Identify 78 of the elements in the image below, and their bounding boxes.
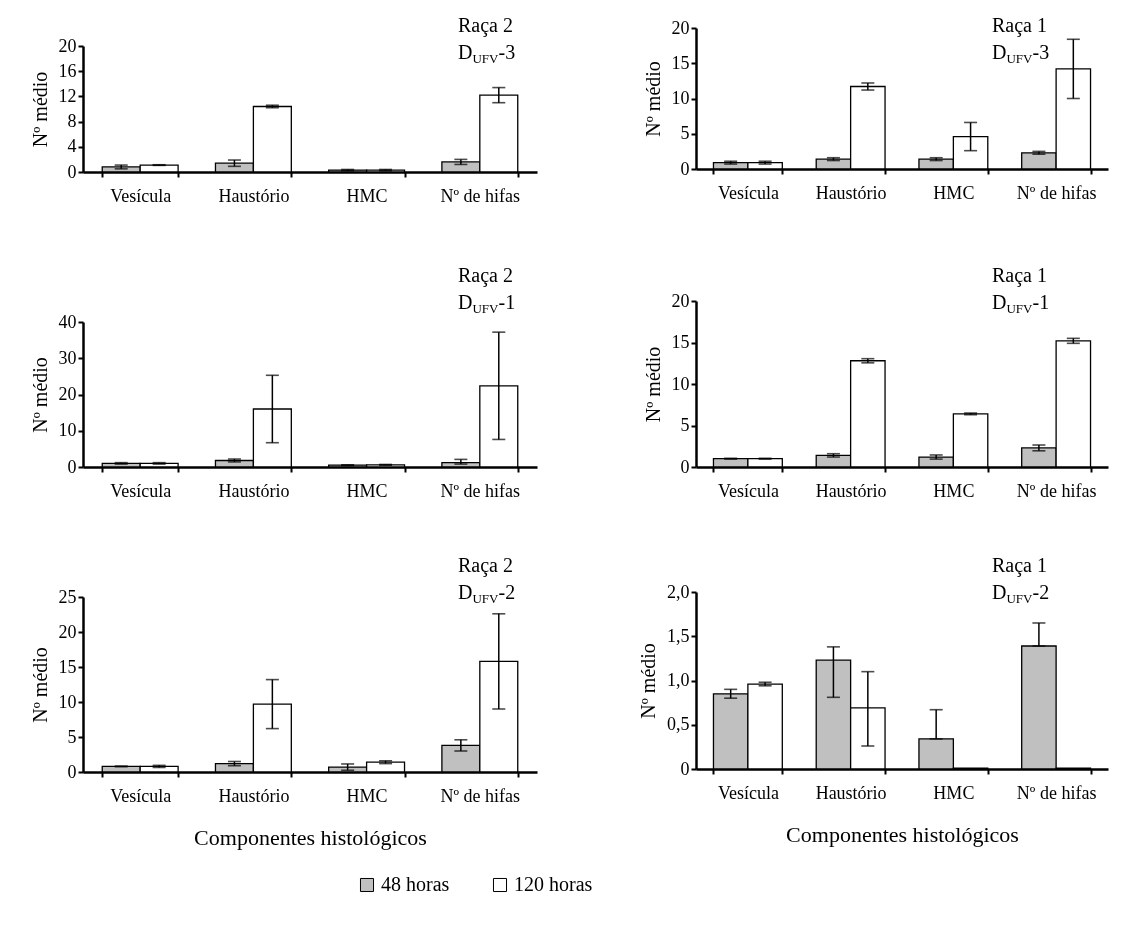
chart-title: Raça 2 <box>458 553 514 579</box>
y-tick-label: 40 <box>58 311 77 332</box>
x-axis-title: Componentes histológicos <box>194 824 427 850</box>
x-tick-label: HMC <box>346 785 388 806</box>
x-tick-label: Nº de hifas <box>1016 782 1097 803</box>
x-tick-label: Nº de hifas <box>440 185 521 206</box>
chart-subtitle: D$_{UFV}$-3 <box>458 40 516 68</box>
x-tick-label: Nº de hifas <box>440 785 521 806</box>
y-tick-label: 5 <box>680 123 690 144</box>
chart-subtitle: D$_{UFV}$-2 <box>458 580 516 608</box>
y-tick-label: 12 <box>58 85 77 106</box>
y-tick-label: 4 <box>67 136 77 157</box>
y-axis-title: Nº médio <box>28 357 51 433</box>
y-tick-label: 20 <box>58 35 77 56</box>
y-tick-label: 10 <box>671 88 690 108</box>
x-tick-label: Haustório <box>815 782 887 803</box>
y-tick-label: 15 <box>671 332 690 352</box>
y-tick-label: 10 <box>58 420 77 441</box>
x-tick-label: HMC <box>933 480 975 501</box>
chart-subtitle: D$_{UFV}$-2 <box>992 580 1050 608</box>
y-tick-label: 5 <box>67 726 77 747</box>
y-axis-title: Nº médio <box>28 647 51 723</box>
chart-title: Raça 1 <box>992 263 1048 289</box>
y-axis-title: Nº médio <box>641 346 664 423</box>
y-tick-label: 0 <box>67 456 77 477</box>
y-tick-label: 30 <box>58 347 77 368</box>
y-tick-label: 2,0 <box>667 581 690 602</box>
y-tick-label: 10 <box>671 373 690 394</box>
x-tick-label: Nº de hifas <box>1016 480 1097 501</box>
x-tick-label: Vesícula <box>110 785 172 806</box>
y-tick-label: 5 <box>680 415 690 435</box>
x-tick-label: Vesícula <box>717 480 779 501</box>
chart-title: Raça 2 <box>458 263 514 289</box>
y-tick-label: 0 <box>67 761 77 782</box>
x-tick-label: Haustório <box>815 480 887 501</box>
y-axis-title: Nº médio <box>637 643 659 719</box>
x-tick-label: Haustório <box>218 480 290 501</box>
x-tick-label: Vesícula <box>717 182 779 203</box>
y-tick-label: 1,5 <box>667 625 690 646</box>
x-tick-label: Vesícula <box>717 782 779 803</box>
legend-label: 48 horas <box>381 873 450 895</box>
y-tick-label: 0 <box>680 758 690 779</box>
x-tick-label: HMC <box>933 782 975 803</box>
y-tick-label: 20 <box>671 290 690 311</box>
y-tick-label: 0 <box>67 161 77 182</box>
y-tick-label: 0,5 <box>667 714 690 735</box>
x-tick-label: Vesícula <box>110 480 172 501</box>
y-tick-label: 0 <box>680 456 690 477</box>
y-tick-label: 15 <box>58 656 77 677</box>
y-tick-label: 16 <box>58 60 77 81</box>
chart-title: Raça 1 <box>992 13 1048 39</box>
y-tick-label: 8 <box>67 111 77 132</box>
y-tick-label: 25 <box>58 586 77 607</box>
y-tick-label: 10 <box>58 691 77 712</box>
x-tick-label: HMC <box>346 185 388 206</box>
chart-title: Raça 2 <box>458 13 514 39</box>
x-tick-label: HMC <box>933 182 975 203</box>
x-tick-label: Nº de hifas <box>440 480 521 501</box>
x-tick-label: HMC <box>346 480 388 501</box>
x-tick-label: Haustório <box>218 785 290 806</box>
y-tick-label: 0 <box>680 158 690 179</box>
y-tick-label: 20 <box>58 384 77 404</box>
x-axis-title: Componentes histológicos <box>786 821 1019 847</box>
chart-subtitle: D$_{UFV}$-1 <box>458 290 516 318</box>
x-tick-label: Nº de hifas <box>1016 182 1097 203</box>
y-axis-title: Nº médio <box>641 61 664 137</box>
x-tick-label: Vesícula <box>110 185 172 206</box>
chart-title: Raça 1 <box>992 553 1048 579</box>
y-tick-label: 20 <box>671 17 690 38</box>
legend-label: 120 horas <box>514 873 593 895</box>
y-axis-title: Nº médio <box>28 71 51 148</box>
x-tick-label: Haustório <box>815 182 887 203</box>
y-tick-label: 15 <box>671 52 690 73</box>
y-tick-label: 20 <box>58 621 77 642</box>
text: D$_{UFV}$-3 <box>992 40 1050 68</box>
x-tick-label: Haustório <box>218 185 290 206</box>
chart-subtitle: D$_{UFV}$-1 <box>992 290 1050 318</box>
y-tick-label: 1,0 <box>667 670 690 690</box>
